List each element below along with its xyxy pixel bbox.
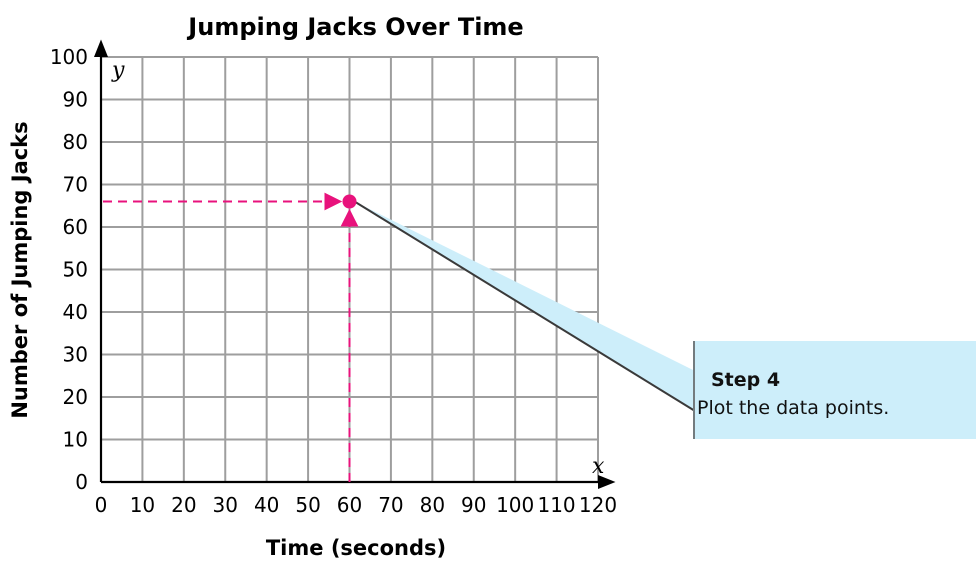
guide-lines [103,192,359,482]
x-tick-label: 80 [420,493,445,517]
chart-title: Jumping Jacks Over Time [186,13,523,41]
y-axis-title: Number of Jumping Jacks [8,121,32,418]
x-tick-label: 0 [95,493,108,517]
x-tick-label: 90 [461,493,486,517]
x-tick-label: 120 [579,493,617,517]
x-tick-label: 30 [213,493,238,517]
x-tick-label: 60 [337,493,362,517]
callout-heading: Step 4 [711,369,780,391]
y-tick-label: 20 [63,385,88,409]
x-tick-label: 110 [537,493,575,517]
x-tick-label: 20 [171,493,196,517]
y-tick-label: 30 [63,343,88,367]
x-tick-label: 40 [254,493,279,517]
data-points [342,194,357,209]
y-tick-label: 10 [63,428,88,452]
y-tick-label: 0 [75,470,88,494]
y-tick-label: 50 [63,258,88,282]
x-axis-variable: x [592,454,605,479]
y-tick-labels: 0 10 20 30 40 50 60 70 80 90 100 [50,45,88,494]
x-tick-label: 100 [496,493,534,517]
x-tick-label: 50 [295,493,320,517]
y-tick-label: 100 [50,45,88,69]
y-tick-label: 90 [63,88,88,112]
y-tick-label: 40 [63,300,88,324]
x-tick-label: 70 [378,493,403,517]
data-point [342,194,357,209]
callout-pointer-edge [353,200,696,412]
callout-box: Step 4 Plot the data points. [693,341,976,439]
y-axis-variable: y [111,58,125,83]
callout-text: Plot the data points. [697,397,889,419]
x-axis-title: Time (seconds) [266,536,446,560]
x-tick-labels: 0 10 20 30 40 50 60 70 80 90 100 110 120 [95,493,617,517]
axes [93,39,616,490]
y-tick-label: 60 [63,215,88,239]
y-tick-label: 70 [63,173,88,197]
x-tick-label: 10 [130,493,155,517]
y-tick-label: 80 [63,130,88,154]
